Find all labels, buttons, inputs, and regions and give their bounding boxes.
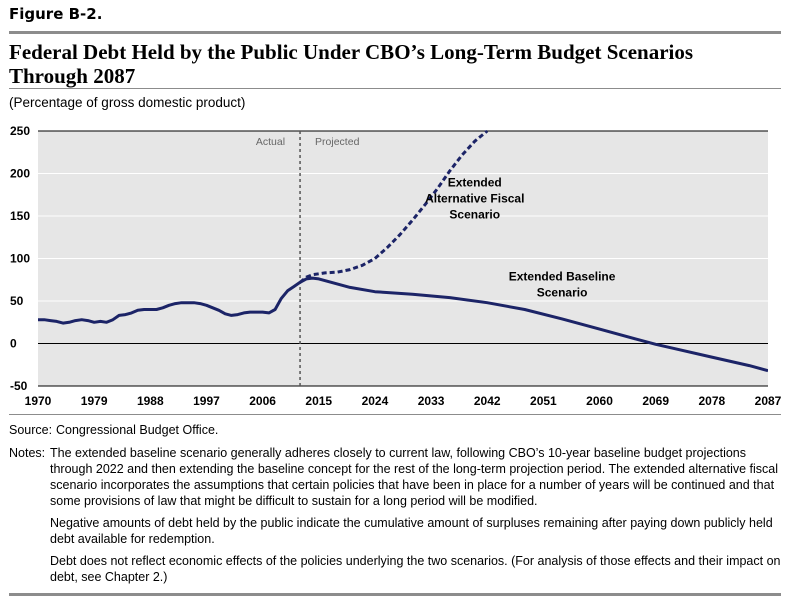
y-tick-label: -50 [10,379,28,393]
y-tick-label: 250 [10,124,30,138]
x-tick-label: 1988 [137,394,164,408]
note-paragraph-3: Debt does not reflect economic effects o… [50,554,781,584]
projected-label: Projected [315,136,360,148]
chart-bottom-rule [9,414,781,415]
annotation-1-line: Extended [448,175,502,189]
x-tick-label: 1970 [25,394,52,408]
actual-label: Actual [256,136,285,148]
debt-chart: -50 0 50 100 150 200 250 1970 1979 1988 1997 2006 20… [10,124,782,408]
source-line: Source: Congressional Budget Office. [9,423,218,437]
bottom-rule [9,593,781,596]
x-tick-label: 2051 [530,394,557,408]
x-tick-label: 2024 [362,394,389,408]
chart-subtitle: (Percentage of gross domestic product) [9,95,246,110]
y-tick-label: 0 [10,337,17,351]
x-tick-label: 1997 [193,394,220,408]
series-line-1 [38,281,301,325]
x-tick-label: 2033 [418,394,445,408]
title-rule [9,88,781,89]
notes-block: Notes: The extended baseline scenario ge… [9,445,781,591]
x-tick-label: 1979 [81,394,108,408]
chart-title-line1: Federal Debt Held by the Public Under CB… [9,40,694,64]
x-tick-label: 2069 [642,394,669,408]
x-tick-label: 2042 [474,394,501,408]
y-tick-label: 50 [10,294,24,308]
chart-title: Federal Debt Held by the Public Under CB… [9,40,779,88]
x-tick-label: 2060 [586,394,613,408]
top-rule [9,31,781,34]
annotation-2-line: Scenario [537,286,588,300]
x-tick-label: 2087 [755,394,782,408]
y-tick-label: 100 [10,252,30,266]
x-tick-label: 2006 [249,394,276,408]
note-paragraph-1: The extended baseline scenario generally… [50,446,779,508]
y-tick-label: 200 [10,167,30,181]
y-tick-label: 150 [10,209,30,223]
series-line-2 [299,276,768,373]
chart-title-line2: Through 2087 [9,64,136,88]
notes-label: Notes: [9,446,46,460]
annotation-2-line: Extended Baseline [509,270,616,284]
annotation-1-line: Alternative Fiscal [425,191,524,205]
source-label: Source: [9,423,53,437]
series-line-3 [299,130,489,284]
note-paragraph-2: Negative amounts of debt held by the pub… [50,516,773,546]
x-tick-label: 2015 [305,394,332,408]
source-text: Congressional Budget Office. [56,423,219,437]
x-tick-label: 2078 [698,394,725,408]
figure-label: Figure B-2. [9,5,103,23]
annotation-1-line: Scenario [449,207,500,221]
